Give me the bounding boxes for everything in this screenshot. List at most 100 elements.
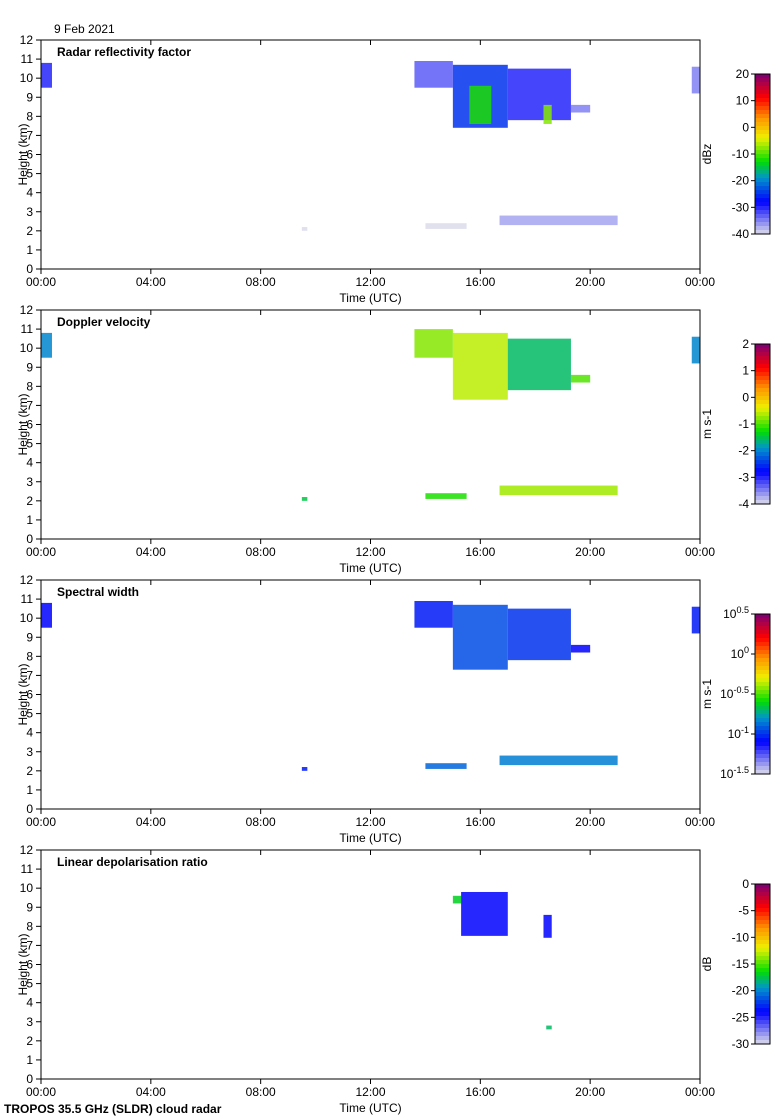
colorbar-step [755, 694, 770, 699]
colorbar-step [755, 972, 770, 977]
x-tick-label: 08:00 [246, 1085, 276, 1099]
y-tick-label: 9 [26, 900, 33, 914]
colorbar-step [755, 670, 770, 675]
colorbar-step [755, 988, 770, 993]
data-region [507, 338, 571, 391]
x-tick-label: 20:00 [575, 275, 605, 289]
colorbar-tick-label: 0 [742, 120, 749, 134]
y-tick-label: 2 [26, 1034, 33, 1048]
colorbar-step [755, 718, 770, 723]
colorbar-step [755, 214, 770, 219]
colorbar-step [755, 888, 770, 893]
x-tick-label: 16:00 [465, 815, 495, 829]
x-tick-label: 12:00 [355, 815, 385, 829]
colorbar-step [755, 106, 770, 111]
y-tick-label: 12 [20, 843, 34, 857]
colorbar-step [755, 78, 770, 83]
colorbar-step [755, 432, 770, 437]
colorbar-step [755, 948, 770, 953]
colorbar-tick-label: 100 [731, 645, 749, 661]
colorbar-step [755, 230, 770, 235]
colorbar-tick-label: -5 [738, 904, 749, 918]
colorbar-step [755, 702, 770, 707]
y-tick-label: 1 [26, 243, 33, 257]
x-tick-label: 08:00 [246, 815, 276, 829]
colorbar-step [755, 1036, 770, 1041]
x-tick-label: 12:00 [355, 545, 385, 559]
colorbar-step [755, 380, 770, 385]
colorbar-step [755, 218, 770, 223]
colorbar-tick-label: -4 [738, 497, 749, 511]
colorbar-step [755, 388, 770, 393]
x-tick-label: 04:00 [136, 545, 166, 559]
colorbar-step [755, 110, 770, 115]
colorbar-step [755, 464, 770, 469]
colorbar-tick-label: -30 [732, 200, 750, 214]
colorbar-step [755, 158, 770, 163]
colorbar-tick-label: -3 [738, 470, 749, 484]
y-tick-label: 0 [26, 262, 33, 276]
colorbar-step [755, 726, 770, 731]
y-tick-label: 0 [26, 802, 33, 816]
data-region [691, 336, 700, 364]
colorbar-tick-label: -10 [732, 147, 750, 161]
y-tick-label: 2 [26, 494, 33, 508]
x-tick-label: 04:00 [136, 815, 166, 829]
colorbar-step [755, 492, 770, 497]
x-tick-label: 04:00 [136, 1085, 166, 1099]
y-tick-label: 5 [26, 707, 33, 721]
colorbar-step [755, 992, 770, 997]
x-tick-label: 00:00 [26, 1085, 56, 1099]
colorbar-step [755, 734, 770, 739]
colorbar-step [755, 892, 770, 897]
y-tick-label: 1 [26, 513, 33, 527]
colorbar-step [755, 1012, 770, 1017]
colorbar-step [755, 916, 770, 921]
colorbar-step [755, 182, 770, 187]
y-tick-label: 1 [26, 1053, 33, 1067]
colorbar-step [755, 372, 770, 377]
colorbar-step [755, 408, 770, 413]
colorbar-step [755, 956, 770, 961]
colorbar-step [755, 980, 770, 985]
colorbar-step [755, 936, 770, 941]
data-region [41, 602, 52, 628]
panel-title: Doppler velocity [57, 315, 151, 329]
colorbar-step [755, 952, 770, 957]
data-region [414, 329, 453, 358]
colorbar-tick-label: -20 [732, 174, 750, 188]
colorbar-step [755, 754, 770, 759]
colorbar-step [755, 1040, 770, 1045]
colorbar-step [755, 194, 770, 199]
colorbar-step [755, 82, 770, 87]
y-axis-label: Height (km) [16, 393, 30, 455]
colorbar-label: m s-1 [700, 679, 714, 709]
y-tick-label: 2 [26, 224, 33, 238]
colorbar-step [755, 202, 770, 207]
x-tick-label: 00:00 [26, 815, 56, 829]
y-tick-label: 11 [21, 322, 34, 336]
colorbar-step [755, 984, 770, 989]
colorbar-step [755, 618, 770, 623]
colorbar: 0 -5 -10 -15 -20 -25 -30 dB [700, 877, 771, 1051]
colorbar-label: dB [700, 957, 714, 972]
colorbar-step [755, 996, 770, 1001]
y-tick-label: 6 [26, 148, 33, 162]
y-tick-label: 0 [26, 532, 33, 546]
y-tick-label: 8 [26, 919, 33, 933]
x-tick-label: 00:00 [26, 275, 56, 289]
colorbar-step [755, 1004, 770, 1009]
y-tick-label: 12 [20, 33, 34, 47]
colorbar-step [755, 102, 770, 107]
colorbar-tick-label: 10-0.5 [720, 685, 749, 701]
colorbar-step [755, 138, 770, 143]
colorbar-step [755, 1020, 770, 1025]
y-tick-label: 4 [26, 996, 33, 1010]
colorbar-tick-label: -1 [738, 417, 749, 431]
x-tick-label: 16:00 [465, 1085, 495, 1099]
colorbar-step [755, 766, 770, 771]
colorbar-step [755, 500, 770, 505]
